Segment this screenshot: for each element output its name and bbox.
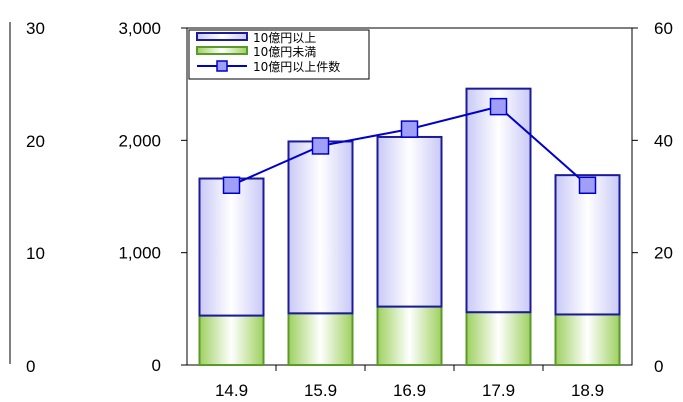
right-tick-label: 20 <box>654 244 673 263</box>
left-axis-ticks: 0 1,000 2,000 3,000 <box>118 19 187 375</box>
left-tick-label: 3,000 <box>118 19 161 38</box>
right-tick-label: 0 <box>654 357 663 376</box>
x-tick-label: 15.9 <box>304 381 337 400</box>
bar-over-1b-18.9 <box>554 174 621 316</box>
far-left-tick-label: 0 <box>26 357 35 376</box>
x-tick-label: 16.9 <box>393 381 426 400</box>
left-tick-label: 1,000 <box>118 244 161 263</box>
count-marker-14.9 <box>222 176 241 195</box>
bar-under-1b-14.9 <box>198 314 265 366</box>
left-tick-label: 0 <box>152 356 161 375</box>
far-left-tick-label: 30 <box>26 19 45 38</box>
bar-under-1b-15.9 <box>287 312 354 366</box>
legend-swatch-top <box>196 32 248 41</box>
legend-label-top: 10億円以上 <box>253 31 316 45</box>
count-marker-16.9 <box>400 120 419 138</box>
far-left-axis: 30 20 10 0 <box>9 19 45 376</box>
bar-under-1b-17.9 <box>465 311 532 367</box>
x-tick-label: 17.9 <box>482 381 515 400</box>
count-marker-18.9 <box>578 176 597 195</box>
legend-marker <box>216 60 228 72</box>
x-axis-ticks: 14.9 15.9 16.9 17.9 18.9 <box>215 365 604 400</box>
right-tick-label: 60 <box>654 19 673 38</box>
bar-over-1b-14.9 <box>198 177 265 317</box>
count-marker-17.9 <box>489 97 508 116</box>
bar-over-1b-17.9 <box>465 87 532 314</box>
line-series <box>222 97 597 195</box>
right-tick-label: 40 <box>654 131 673 150</box>
legend-swatch-bottom <box>196 46 248 55</box>
bar-over-1b-15.9 <box>287 140 354 315</box>
count-marker-15.9 <box>311 137 330 155</box>
bar-under-1b-16.9 <box>376 305 443 367</box>
bar-over-1b-16.9 <box>376 135 443 308</box>
x-tick-label: 14.9 <box>215 381 248 400</box>
far-left-tick-label: 10 <box>26 244 45 263</box>
bar-under-1b-18.9 <box>554 313 621 367</box>
x-tick-label: 18.9 <box>571 381 604 400</box>
left-tick-label: 2,000 <box>118 131 161 150</box>
far-left-tick-label: 20 <box>26 132 45 151</box>
legend-label-line: 10億円以上件数 <box>253 59 340 74</box>
legend-label-bottom: 10億円未満 <box>253 45 316 59</box>
legend: 10億円以上 10億円未満 10億円以上件数 <box>188 29 370 80</box>
right-axis-ticks: 20 40 60 0 <box>632 19 673 376</box>
